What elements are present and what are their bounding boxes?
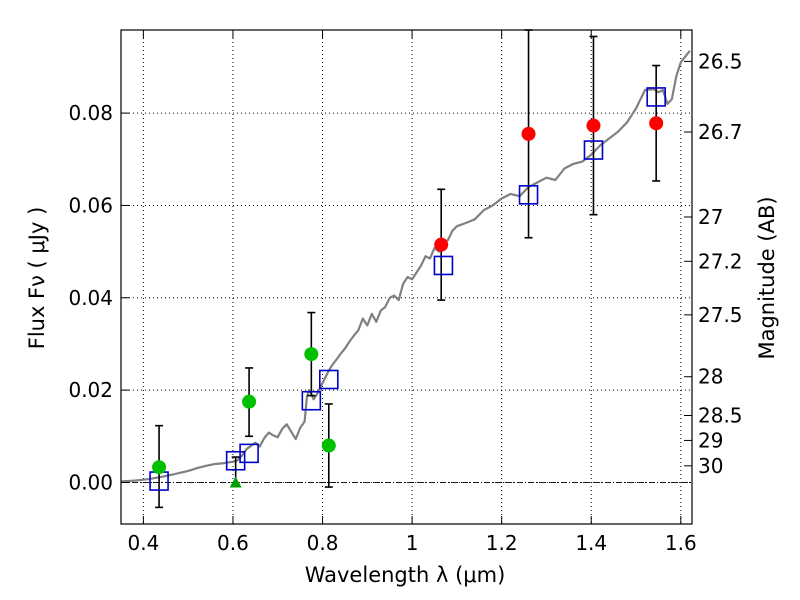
- right-axis-label: Magnitude (AB): [755, 196, 779, 359]
- right-tick-label: 26.7: [698, 120, 743, 144]
- right-tick-label: 27.5: [698, 303, 743, 327]
- x-tick-label: 1.2: [486, 531, 518, 555]
- detection-point: [521, 126, 536, 141]
- sed-model-curve: [120, 50, 691, 483]
- detection-point: [242, 394, 257, 409]
- right-tick-label: 29: [698, 428, 723, 452]
- detection-points: [152, 116, 664, 488]
- upper-limit-marker: [229, 476, 242, 488]
- y-tick-label: 0.00: [68, 470, 113, 494]
- detection-point: [434, 237, 449, 252]
- y-axis-label: Flux Fν ( μJy ): [25, 207, 49, 350]
- right-tick-label: 28.5: [698, 404, 743, 428]
- right-tick-label: 26.5: [698, 49, 743, 73]
- model-photometry-square: [583, 140, 604, 160]
- x-tick-label: 0.4: [127, 531, 159, 555]
- x-tick-label: 1.4: [575, 531, 607, 555]
- y-tick-label: 0.04: [68, 286, 113, 310]
- detection-point: [586, 118, 601, 133]
- right-tick-label: 27: [698, 205, 723, 229]
- tick-labels: 0.4 0.6 0.8 1 1.2 1.4 1.6 0.00 0.02 0.04 0.06 0.08 2…: [68, 49, 742, 555]
- model-photometry-square: [318, 369, 339, 390]
- model-photometry-square: [646, 87, 666, 107]
- y-tick-label: 0.02: [68, 378, 113, 402]
- x-tick-label: 1.6: [665, 531, 697, 555]
- detection-point: [304, 347, 319, 362]
- model-photometry-square: [301, 390, 322, 411]
- right-tick-label: 27.2: [698, 249, 743, 273]
- plot-frame: [120, 29, 693, 525]
- detection-point: [321, 438, 336, 453]
- detection-point: [152, 460, 167, 475]
- sed-model-line: [120, 50, 691, 483]
- model-photometry-markers: [149, 87, 666, 491]
- y-tick-label: 0.08: [68, 101, 113, 125]
- axis-ticks: [121, 30, 692, 524]
- x-tick-label: 0.6: [217, 531, 249, 555]
- x-tick-label: 0.8: [307, 531, 339, 555]
- x-axis-label: Wavelength λ (μm): [305, 563, 506, 587]
- detection-point: [649, 116, 664, 131]
- errorbars: [155, 29, 661, 509]
- right-tick-label: 28: [698, 365, 723, 389]
- model-photometry-square: [225, 450, 246, 471]
- model-photometry-square: [433, 255, 454, 276]
- right-tick-label: 30: [698, 454, 723, 478]
- y-tick-label: 0.06: [68, 193, 113, 217]
- model-photometry-square: [518, 185, 539, 205]
- x-tick-label: 1: [406, 531, 419, 555]
- model-photometry-square: [239, 443, 259, 464]
